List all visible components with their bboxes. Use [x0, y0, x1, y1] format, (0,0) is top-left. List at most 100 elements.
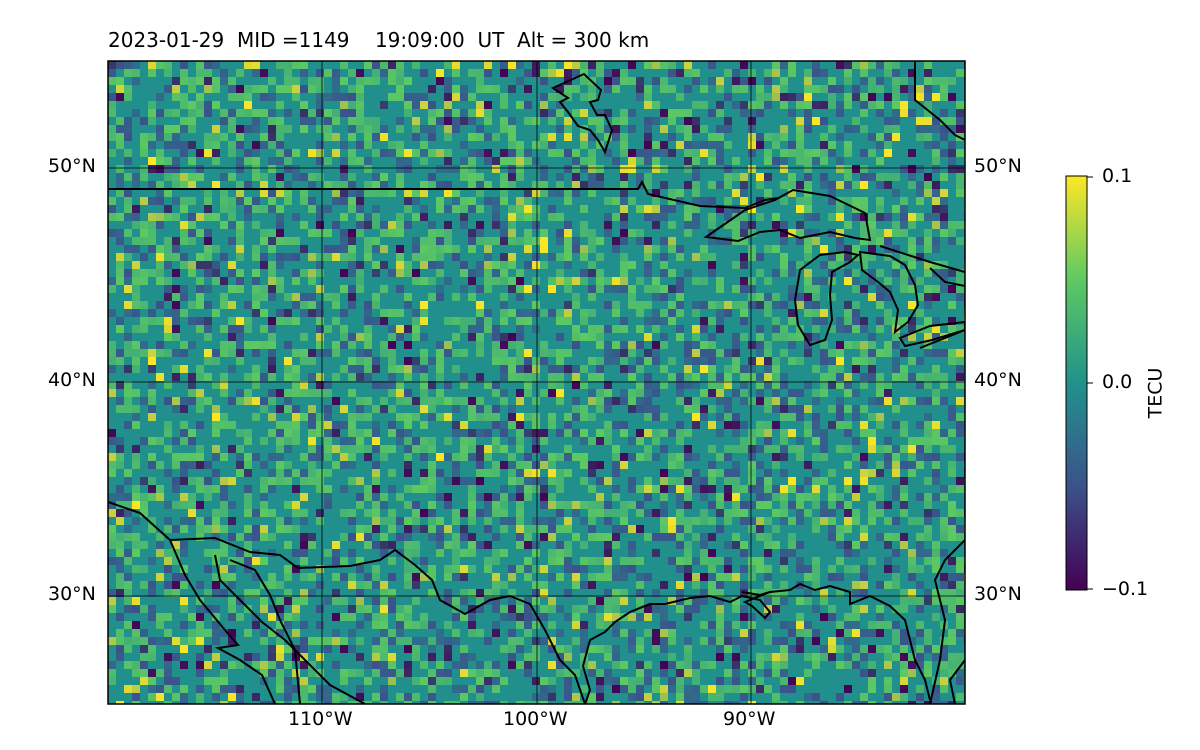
tec-cell	[260, 501, 268, 509]
tec-cell	[124, 117, 132, 125]
tec-cell	[716, 685, 724, 693]
tec-cell	[108, 341, 116, 349]
tec-cell	[724, 173, 732, 181]
tec-cell	[324, 693, 332, 701]
tec-cell	[348, 437, 356, 445]
tec-cell	[180, 685, 188, 693]
tec-cell	[956, 581, 964, 589]
tec-cell	[468, 229, 476, 237]
tec-cell	[468, 517, 476, 525]
tec-cell	[108, 133, 116, 141]
tec-cell	[420, 389, 428, 397]
tec-cell	[900, 165, 908, 173]
tec-cell	[508, 285, 516, 293]
tec-cell	[644, 357, 652, 365]
tec-cell	[796, 125, 804, 133]
tec-cell	[892, 373, 900, 381]
tec-cell	[364, 661, 372, 669]
tec-cell	[180, 461, 188, 469]
tec-cell	[252, 621, 260, 629]
tec-cell	[716, 373, 724, 381]
tec-cell	[764, 69, 772, 77]
tec-cell	[884, 149, 892, 157]
tec-cell	[804, 229, 812, 237]
tec-cell	[820, 613, 828, 621]
tec-cell	[676, 701, 684, 704]
tec-cell	[236, 549, 244, 557]
tec-cell	[740, 565, 748, 573]
tec-cell	[676, 69, 684, 77]
tec-cell	[908, 261, 916, 269]
tec-cell	[444, 501, 452, 509]
tec-cell	[188, 613, 196, 621]
tec-cell	[932, 653, 940, 661]
tec-cell	[844, 613, 852, 621]
tec-cell	[380, 501, 388, 509]
tec-cell	[300, 557, 308, 565]
tec-cell	[916, 541, 924, 549]
tec-cell	[924, 525, 932, 533]
tec-cell	[716, 181, 724, 189]
tec-cell	[404, 293, 412, 301]
tec-cell	[876, 581, 884, 589]
tec-cell	[732, 621, 740, 629]
tec-cell	[396, 117, 404, 125]
tec-cell	[364, 125, 372, 133]
tec-cell	[532, 213, 540, 221]
tec-cell	[572, 501, 580, 509]
tec-cell	[148, 69, 156, 77]
tec-cell	[316, 205, 324, 213]
tec-cell	[676, 477, 684, 485]
tec-cell	[348, 477, 356, 485]
tec-cell	[660, 413, 668, 421]
tec-cell	[788, 61, 796, 69]
tec-cell	[148, 109, 156, 117]
tec-cell	[612, 525, 620, 533]
tec-cell	[932, 493, 940, 501]
tec-cell	[556, 509, 564, 517]
tec-cell	[740, 629, 748, 637]
tec-cell	[828, 85, 836, 93]
tec-cell	[748, 365, 756, 373]
tec-cell	[748, 453, 756, 461]
tec-cell	[364, 541, 372, 549]
tec-cell	[124, 397, 132, 405]
tec-cell	[244, 157, 252, 165]
tec-cell	[276, 221, 284, 229]
tec-cell	[372, 213, 380, 221]
tec-cell	[868, 629, 876, 637]
tec-cell	[372, 645, 380, 653]
tec-cell	[836, 381, 844, 389]
tec-cell	[876, 181, 884, 189]
tec-cell	[908, 517, 916, 525]
tec-cell	[164, 501, 172, 509]
tec-cell	[348, 269, 356, 277]
tec-cell	[220, 109, 228, 117]
tec-cell	[308, 669, 316, 677]
tec-cell	[700, 325, 708, 333]
tec-cell	[196, 317, 204, 325]
tec-cell	[420, 397, 428, 405]
tec-cell	[932, 453, 940, 461]
tec-cell	[548, 517, 556, 525]
tec-cell	[596, 397, 604, 405]
tec-cell	[276, 213, 284, 221]
tec-cell	[900, 445, 908, 453]
tec-cell	[420, 309, 428, 317]
tec-cell	[404, 77, 412, 85]
tec-cell	[116, 405, 124, 413]
tec-cell	[332, 573, 340, 581]
tec-cell	[572, 405, 580, 413]
tec-cell	[116, 125, 124, 133]
tec-cell	[332, 661, 340, 669]
tec-cell	[212, 125, 220, 133]
tec-cell	[476, 285, 484, 293]
tec-cell	[876, 397, 884, 405]
tec-cell	[300, 389, 308, 397]
tec-cell	[780, 237, 788, 245]
tec-cell	[132, 69, 140, 77]
tec-cell	[764, 469, 772, 477]
tec-cell	[556, 397, 564, 405]
tec-cell	[956, 589, 964, 597]
tec-cell	[276, 581, 284, 589]
